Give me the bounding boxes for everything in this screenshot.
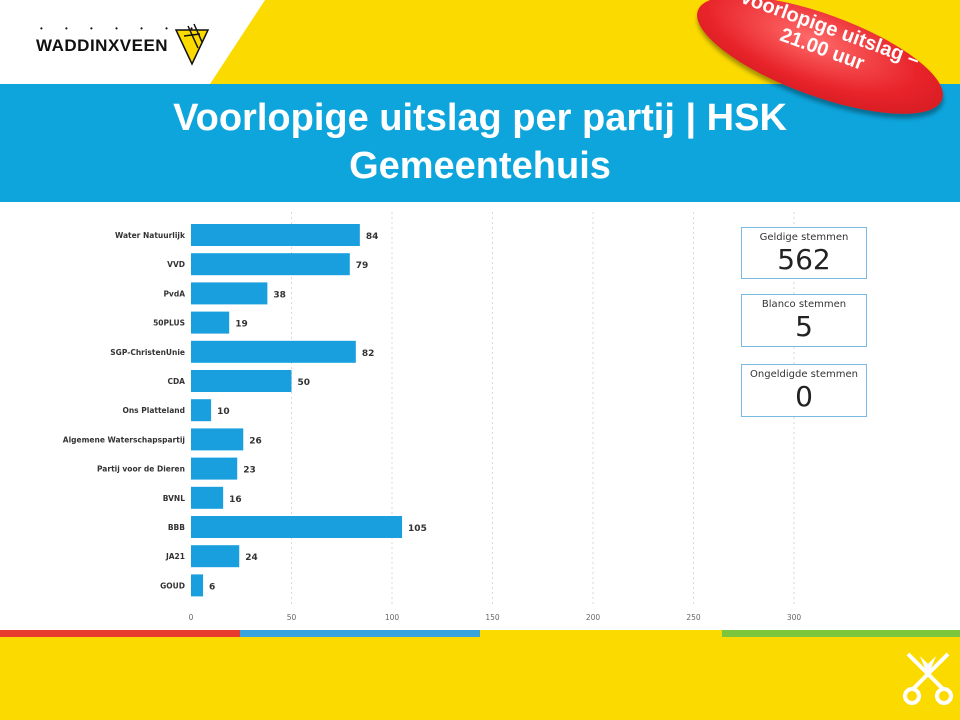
data-label: 19 — [235, 320, 248, 330]
x-tick-label: 100 — [385, 613, 400, 622]
kpi-value: 562 — [777, 243, 831, 276]
category-label: PvdA — [163, 289, 185, 298]
stripe-yellow — [480, 630, 722, 637]
kpi-valid-votes: Geldige stemmen 562 — [741, 227, 867, 279]
kpi-value: 0 — [795, 380, 813, 413]
stripe-red — [0, 630, 240, 637]
data-label: 82 — [362, 349, 375, 359]
category-label: SGP-ChristenUnie — [110, 348, 185, 357]
logo-dots: • • • • • • • — [40, 24, 203, 33]
bottom-yellow-band — [0, 637, 960, 720]
bar — [191, 545, 240, 568]
category-label: Ons Platteland — [122, 406, 185, 415]
bar — [191, 574, 204, 597]
title-banner — [0, 84, 960, 202]
category-label: Partij voor de Dieren — [97, 465, 185, 474]
data-label: 23 — [243, 466, 256, 476]
stripe-green — [722, 630, 960, 637]
category-label: Water Natuurlijk — [115, 231, 186, 240]
kpi-label: Blanco stemmen — [761, 299, 847, 310]
x-tick-label: 150 — [485, 613, 500, 622]
waddinxveen-logo: • • • • • • • WADDINXVEEN — [36, 22, 216, 70]
data-label: 50 — [298, 378, 311, 388]
category-label: GOUD — [160, 581, 185, 590]
kpi-blank-votes: Blanco stemmen 5 — [741, 294, 867, 347]
category-label: VVD — [167, 260, 185, 269]
category-label: BVNL — [163, 494, 185, 503]
party-results-chart: 0 50 100 150 200 250 300 Water Natuurlijk 84 VVD 7… — [63, 212, 802, 622]
bar — [191, 457, 238, 480]
x-tick-label: 0 — [189, 613, 194, 622]
bar — [191, 253, 350, 276]
stripe-blue — [240, 630, 480, 637]
bar — [191, 370, 292, 392]
category-label: BBB — [168, 523, 185, 532]
data-label: 84 — [366, 232, 379, 242]
data-label: 105 — [408, 524, 427, 534]
x-tick-label: 300 — [787, 613, 802, 622]
data-label: 24 — [245, 553, 258, 563]
category-label: 50PLUS — [153, 319, 185, 328]
bar — [191, 428, 244, 451]
logo-mark-icon — [174, 23, 210, 66]
kpi-value: 5 — [795, 310, 813, 343]
data-label: 16 — [229, 495, 242, 505]
kpi-label: Geldige stemmen — [759, 232, 849, 243]
page-title: Voorlopige uitslag per partij | HSK Geme… — [173, 97, 787, 187]
kpi-label: Ongeldigde stemmen — [750, 369, 858, 380]
category-label: CDA — [167, 377, 185, 386]
bar — [191, 282, 268, 305]
x-tick-label: 250 — [686, 613, 701, 622]
keys-emblem-icon — [903, 652, 953, 705]
data-label: 38 — [273, 290, 286, 300]
bar — [191, 224, 360, 246]
bar — [191, 340, 356, 363]
logo-text: WADDINXVEEN — [36, 36, 169, 55]
data-label: 10 — [217, 407, 230, 417]
category-label: Algemene Waterschapspartij — [63, 435, 185, 444]
data-label: 26 — [249, 436, 262, 446]
x-tick-label: 200 — [586, 613, 601, 622]
bar — [191, 311, 230, 334]
x-tick-label: 50 — [287, 613, 297, 622]
bar — [191, 516, 403, 538]
data-label: 79 — [356, 261, 369, 271]
bar — [191, 486, 224, 509]
white-wedge — [0, 0, 265, 84]
category-label: JA21 — [165, 552, 185, 561]
data-label: 6 — [209, 582, 215, 592]
bar — [191, 399, 212, 422]
kpi-invalid-votes: Ongeldigde stemmen 0 — [741, 364, 867, 417]
